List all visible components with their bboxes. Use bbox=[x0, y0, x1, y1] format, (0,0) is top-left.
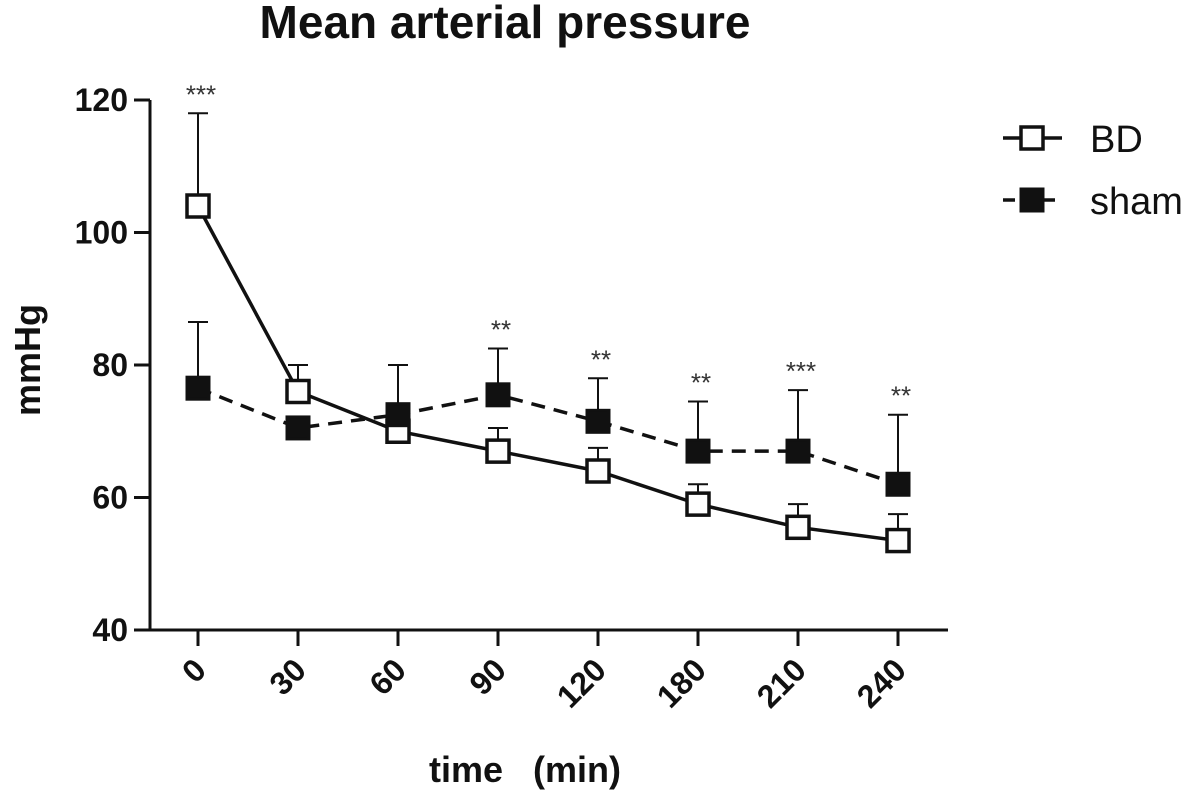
legend-sham-label: sham bbox=[1090, 181, 1183, 223]
data-point bbox=[585, 408, 611, 434]
data-point bbox=[885, 471, 911, 497]
data-point bbox=[785, 438, 811, 464]
data-point bbox=[685, 438, 711, 464]
legend: BD sham bbox=[1003, 119, 1183, 223]
series-bd bbox=[188, 112, 908, 543]
legend-sham-marker bbox=[1019, 187, 1045, 213]
data-point bbox=[885, 527, 911, 554]
x-tick-label: 240 bbox=[850, 651, 913, 714]
x-tick-label: 210 bbox=[750, 651, 813, 714]
y-axis-label: mmHg bbox=[7, 304, 48, 416]
series-layer bbox=[185, 112, 911, 554]
x-tick-label: 0 bbox=[175, 651, 213, 689]
data-point bbox=[185, 375, 211, 401]
x-tick-label: 90 bbox=[462, 651, 513, 702]
y-tick-label: 120 bbox=[75, 82, 128, 118]
x-tick-label: 30 bbox=[262, 651, 313, 702]
significance-label: *** bbox=[786, 356, 816, 386]
data-point bbox=[485, 438, 511, 464]
x-tick-label: 180 bbox=[650, 651, 713, 714]
x-tick-label: 120 bbox=[550, 651, 613, 714]
significance-label: ** bbox=[591, 344, 611, 374]
annotation-layer: ********* ***** bbox=[186, 79, 911, 410]
data-point bbox=[585, 458, 611, 484]
data-point bbox=[785, 514, 811, 541]
data-point bbox=[285, 415, 311, 441]
series-line bbox=[197, 386, 899, 486]
chart-title: Mean arterial pressure bbox=[260, 0, 751, 48]
legend-bd-label: BD bbox=[1090, 119, 1143, 161]
significance-label: *** bbox=[186, 79, 216, 109]
legend-bd-marker bbox=[1019, 125, 1045, 151]
markers-bd bbox=[185, 193, 911, 554]
markers-sham bbox=[185, 375, 911, 497]
y-tick-label: 60 bbox=[92, 480, 128, 516]
significance-label: ** bbox=[691, 367, 711, 397]
x-tick-label: 60 bbox=[362, 651, 413, 702]
data-point bbox=[685, 491, 711, 517]
y-tick-label: 80 bbox=[92, 347, 128, 383]
data-point bbox=[185, 193, 211, 219]
y-tick-label: 100 bbox=[75, 215, 128, 251]
significance-label: ** bbox=[891, 381, 911, 411]
x-axis-label: time (min) bbox=[429, 749, 621, 790]
significance-label: ** bbox=[491, 314, 511, 344]
data-point bbox=[385, 402, 411, 428]
series-line bbox=[196, 205, 899, 543]
y-tick-label: 40 bbox=[92, 612, 128, 648]
data-point bbox=[485, 382, 511, 408]
data-point bbox=[285, 378, 311, 405]
